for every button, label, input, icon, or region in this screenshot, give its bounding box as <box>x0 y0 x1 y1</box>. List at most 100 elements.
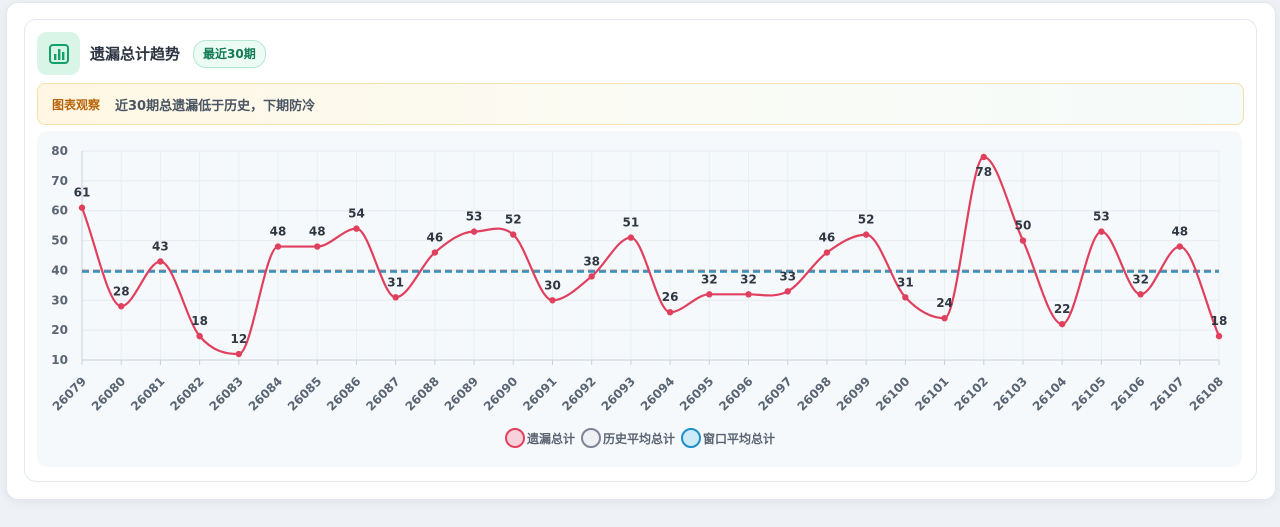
data-label: 18 <box>191 314 208 328</box>
x-tick-label: 26081 <box>128 374 167 413</box>
legend-swatch-window-avg <box>681 428 701 448</box>
x-tick-label: 26098 <box>795 374 834 413</box>
total-miss-point <box>549 297 556 304</box>
data-label: 48 <box>270 225 287 239</box>
data-label: 52 <box>505 213 522 227</box>
total-miss-point <box>706 291 713 298</box>
y-tick-label: 80 <box>51 144 68 158</box>
data-label: 52 <box>858 213 875 227</box>
data-label: 18 <box>1211 314 1228 328</box>
y-tick-label: 30 <box>51 293 68 307</box>
data-label: 61 <box>74 186 91 200</box>
total-miss-point <box>1019 237 1027 244</box>
total-miss-point <box>1058 320 1066 328</box>
data-label: 33 <box>779 269 796 283</box>
x-tick-label: 26095 <box>677 374 716 413</box>
data-label: 50 <box>1015 219 1032 233</box>
total-miss-line <box>80 155 1221 356</box>
x-tick-label: 26086 <box>324 374 363 413</box>
data-label: 46 <box>819 231 836 245</box>
total-miss-point <box>314 243 321 250</box>
x-tick-label: 26097 <box>755 374 794 413</box>
data-label: 24 <box>936 296 953 310</box>
y-tick-label: 50 <box>51 234 68 248</box>
total-miss-point <box>510 231 517 238</box>
total-miss-point <box>823 249 831 256</box>
total-miss-point <box>353 225 360 232</box>
y-tick-label: 60 <box>51 204 68 218</box>
total-miss-point <box>274 243 282 250</box>
total-miss-point <box>666 309 674 316</box>
x-tick-label: 26085 <box>285 374 324 413</box>
total-miss-point <box>1137 291 1144 298</box>
x-tick-label: 26101 <box>912 374 951 413</box>
x-tick-label: 26104 <box>1030 374 1069 413</box>
data-label: 32 <box>701 272 718 286</box>
total-miss-point <box>78 204 86 211</box>
total-miss-point <box>980 153 987 161</box>
total-miss-point <box>1176 243 1183 250</box>
x-tick-label: 26084 <box>246 374 285 413</box>
total-miss-point <box>784 288 791 295</box>
insight-text: 近30期总遗漏低于历史，下期防冷 <box>115 99 316 114</box>
x-tick-label: 26107 <box>1147 374 1186 413</box>
legend-item-window-avg[interactable]: 窗口平均总计 <box>681 428 775 448</box>
total-miss-point <box>1098 228 1105 235</box>
total-miss-point <box>235 350 243 358</box>
x-tick-label: 26100 <box>873 374 912 413</box>
x-tick-label: 26087 <box>363 374 402 413</box>
x-tick-label: 26106 <box>1108 374 1147 413</box>
x-tick-label: 26094 <box>638 374 677 413</box>
total-miss-point <box>157 258 164 265</box>
x-tick-label: 26091 <box>520 374 559 413</box>
data-label: 51 <box>623 216 640 230</box>
total-miss-point <box>118 303 125 310</box>
x-tick-label: 26099 <box>834 374 873 413</box>
legend-swatch-history-avg <box>580 428 601 448</box>
data-label: 78 <box>975 165 992 179</box>
data-label: 22 <box>1054 302 1071 316</box>
data-label: 30 <box>544 278 561 292</box>
x-tick-label: 26093 <box>599 374 638 413</box>
chart-legend: 遗漏总计 历史平均总计 窗口平均总计 <box>0 427 1280 449</box>
legend-item-history-avg[interactable]: 历史平均总计 <box>580 428 675 448</box>
data-label: 32 <box>1132 272 1149 286</box>
x-tick-label: 26092 <box>559 374 598 413</box>
chart-panel <box>37 131 1242 467</box>
legend-label-total: 遗漏总计 <box>526 431 575 446</box>
y-tick-label: 10 <box>51 353 68 367</box>
y-tick-label: 20 <box>51 323 68 337</box>
x-tick-label: 26083 <box>207 374 246 413</box>
x-tick-label: 26079 <box>50 374 89 413</box>
period-badge: 最近30期 <box>193 40 266 68</box>
x-tick-label: 26090 <box>481 374 520 413</box>
y-tick-label: 70 <box>51 174 68 188</box>
legend-swatch-total <box>504 428 525 448</box>
data-label: 48 <box>1171 225 1188 239</box>
total-miss-point <box>588 273 595 280</box>
legend-item-total[interactable]: 遗漏总计 <box>504 428 575 448</box>
total-miss-point <box>745 291 752 298</box>
data-label: 43 <box>152 239 169 253</box>
data-label: 54 <box>348 207 365 221</box>
total-miss-point <box>627 234 635 241</box>
total-miss-point <box>1215 332 1223 340</box>
total-miss-point <box>862 231 870 238</box>
data-label: 48 <box>309 225 326 239</box>
legend-label-window-avg: 窗口平均总计 <box>703 431 776 446</box>
x-tick-label: 26102 <box>951 374 990 413</box>
total-miss-point <box>196 332 203 340</box>
insight-label: 图表观察 <box>52 98 101 112</box>
x-tick-label: 26108 <box>1187 374 1226 413</box>
y-tick-label: 40 <box>51 263 68 277</box>
data-label: 31 <box>897 275 914 289</box>
x-tick-label: 26096 <box>716 374 755 413</box>
chart-title: 遗漏总计趋势 <box>90 45 181 63</box>
total-miss-point <box>431 249 439 256</box>
x-tick-label: 26082 <box>167 374 206 413</box>
x-tick-label: 26080 <box>89 374 128 413</box>
bar-chart-icon <box>37 32 80 75</box>
x-tick-label: 26105 <box>1069 374 1108 413</box>
data-label: 46 <box>427 231 444 245</box>
